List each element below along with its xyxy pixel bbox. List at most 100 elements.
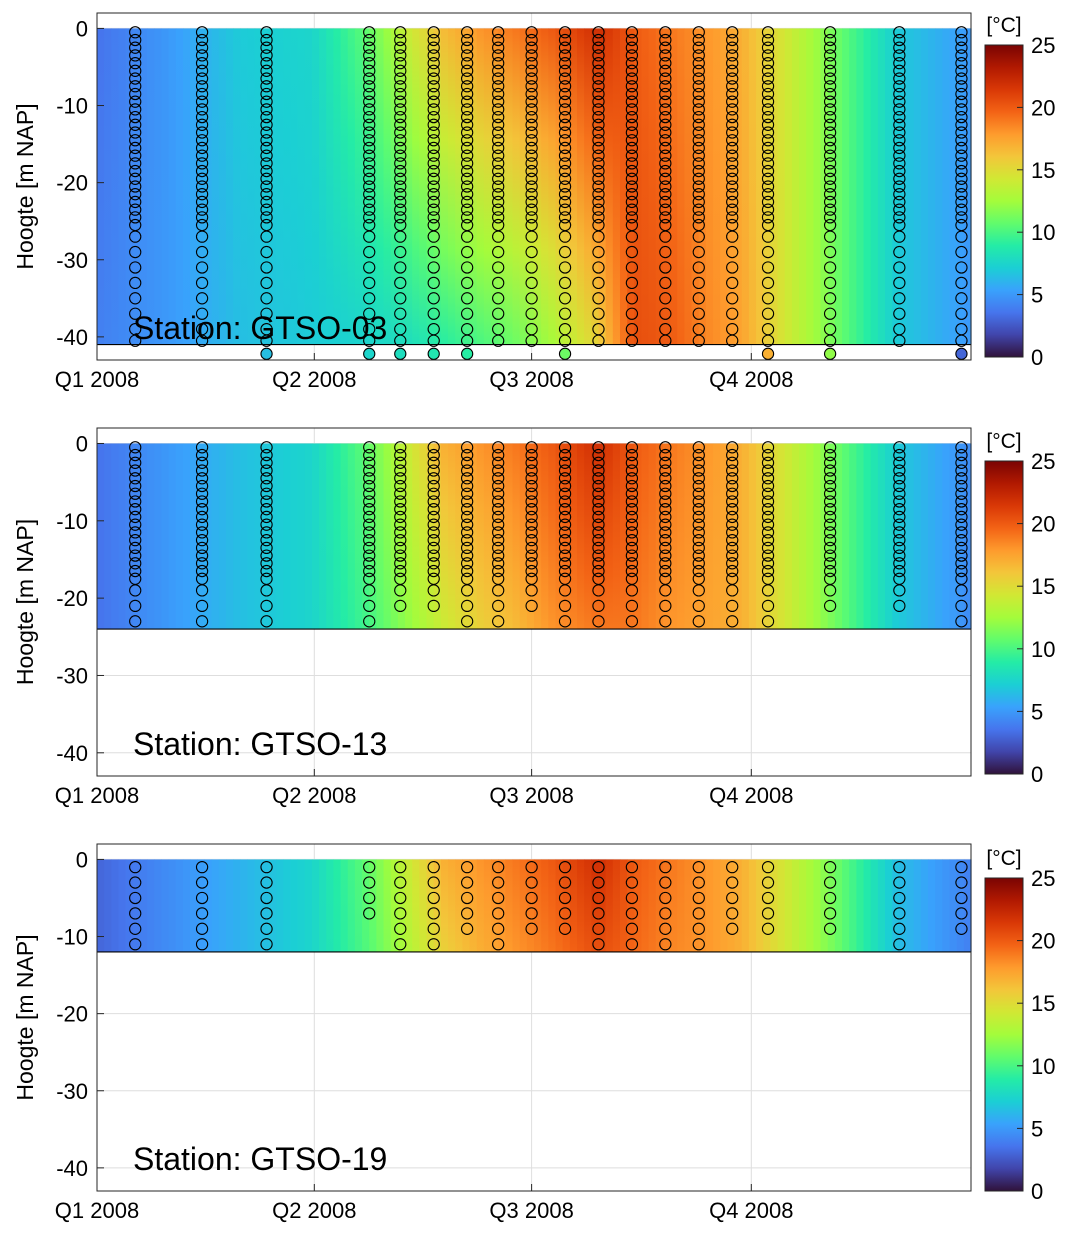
- heatmap-cell: [770, 443, 779, 630]
- sample-point: [625, 495, 639, 508]
- sample-point: [692, 599, 705, 613]
- heatmap-cell: [247, 28, 256, 345]
- heatmap-cell: [655, 443, 664, 630]
- sample-point: [955, 80, 968, 93]
- heatmap-cell: [168, 859, 177, 952]
- sample-point: [492, 518, 505, 531]
- heatmap-cell: [734, 28, 743, 345]
- sample-point: [363, 103, 376, 116]
- heatmap-cell: [920, 443, 929, 630]
- heatmap-cell: [376, 28, 385, 345]
- colorbar-tick-label: 20: [1031, 929, 1055, 954]
- sample-point: [659, 472, 672, 485]
- heatmap-cell: [197, 443, 206, 630]
- sample-point: [363, 292, 376, 305]
- sample-point: [558, 533, 572, 547]
- sample-point: [492, 479, 505, 493]
- sample-point: [394, 118, 407, 131]
- sample-point: [195, 41, 209, 54]
- sample-point: [893, 503, 906, 516]
- sample-point: [893, 95, 906, 108]
- sample-point: [558, 245, 572, 259]
- sample-point: [394, 41, 407, 54]
- sample-point: [726, 172, 739, 185]
- sample-point: [394, 261, 407, 274]
- sample-point: [195, 172, 209, 185]
- heatmap-cell: [297, 28, 306, 345]
- sample-point: [823, 211, 837, 224]
- sample-point: [625, 334, 639, 347]
- sample-point: [460, 180, 474, 193]
- sample-point: [823, 49, 837, 62]
- heatmap-cell: [576, 28, 585, 345]
- heatmap-cell: [784, 859, 793, 952]
- heatmap-cell: [935, 859, 943, 952]
- sample-point: [363, 110, 376, 124]
- heatmap-cell: [756, 28, 764, 345]
- axes-frame: [96, 843, 972, 1192]
- sample-point: [659, 456, 672, 469]
- heatmap-cell: [727, 443, 736, 630]
- heatmap-cell: [347, 443, 356, 630]
- sample-point: [823, 479, 837, 493]
- sample-point: [260, 307, 273, 320]
- sample-point: [659, 938, 672, 951]
- sample-point: [260, 33, 273, 47]
- sample-point: [692, 64, 705, 77]
- sample-point: [129, 464, 142, 477]
- sample-point: [363, 149, 376, 162]
- sample-point: [893, 41, 906, 54]
- sample-point: [592, 149, 605, 162]
- sample-point: [129, 276, 142, 290]
- sample-point: [592, 541, 605, 555]
- sample-point: [558, 64, 572, 77]
- heatmap-cell: [956, 859, 965, 952]
- sample-point: [823, 472, 837, 485]
- sample-point: [893, 261, 906, 274]
- sample-point: [726, 557, 739, 570]
- sample-point: [195, 584, 209, 597]
- sample-point: [558, 510, 572, 524]
- heatmap-cell: [928, 859, 936, 952]
- heatmap-cell: [383, 28, 392, 345]
- sample-point: [195, 876, 209, 889]
- colorbar-tick-label: 0: [1031, 762, 1043, 787]
- sample-point: [692, 164, 705, 178]
- sample-point: [558, 487, 572, 500]
- sample-point: [625, 245, 639, 259]
- sample-point: [394, 860, 407, 874]
- sample-point: [558, 479, 572, 493]
- sample-point: [823, 261, 837, 274]
- sample-point: [363, 526, 376, 539]
- sample-point: [394, 103, 407, 116]
- sample-point: [659, 80, 672, 93]
- sample-point: [592, 448, 605, 462]
- heatmap-cell: [899, 28, 908, 345]
- heatmap-cell: [369, 28, 377, 345]
- sample-point: [761, 510, 775, 524]
- heatmap-cell: [369, 859, 377, 952]
- y-tick-label: -20: [56, 586, 88, 611]
- sample-point: [129, 526, 142, 539]
- sample-point: [592, 456, 605, 469]
- heatmap-cell: [476, 443, 485, 630]
- sample-point: [427, 103, 440, 116]
- sample-point: [129, 448, 142, 462]
- heatmap-cell: [319, 443, 327, 630]
- sample-point: [955, 533, 968, 547]
- heatmap-cell: [225, 443, 234, 630]
- sample-point: [726, 72, 739, 85]
- sample-point: [761, 518, 775, 531]
- sample-point: [955, 549, 968, 562]
- sample-point: [394, 549, 407, 562]
- sample-point: [692, 134, 705, 147]
- sample-point: [692, 441, 705, 454]
- panel-3: Q1 2008 Q2 2008 Q3 2008 Q4 20080-10-20-30-4…: [12, 843, 1055, 1223]
- y-tick-label: -30: [56, 663, 88, 688]
- sample-point: [761, 448, 775, 462]
- sample-point: [955, 922, 968, 935]
- sample-point: [460, 503, 474, 516]
- heatmap-cell: [576, 859, 585, 952]
- sample-point: [129, 172, 142, 185]
- sample-point: [761, 549, 775, 562]
